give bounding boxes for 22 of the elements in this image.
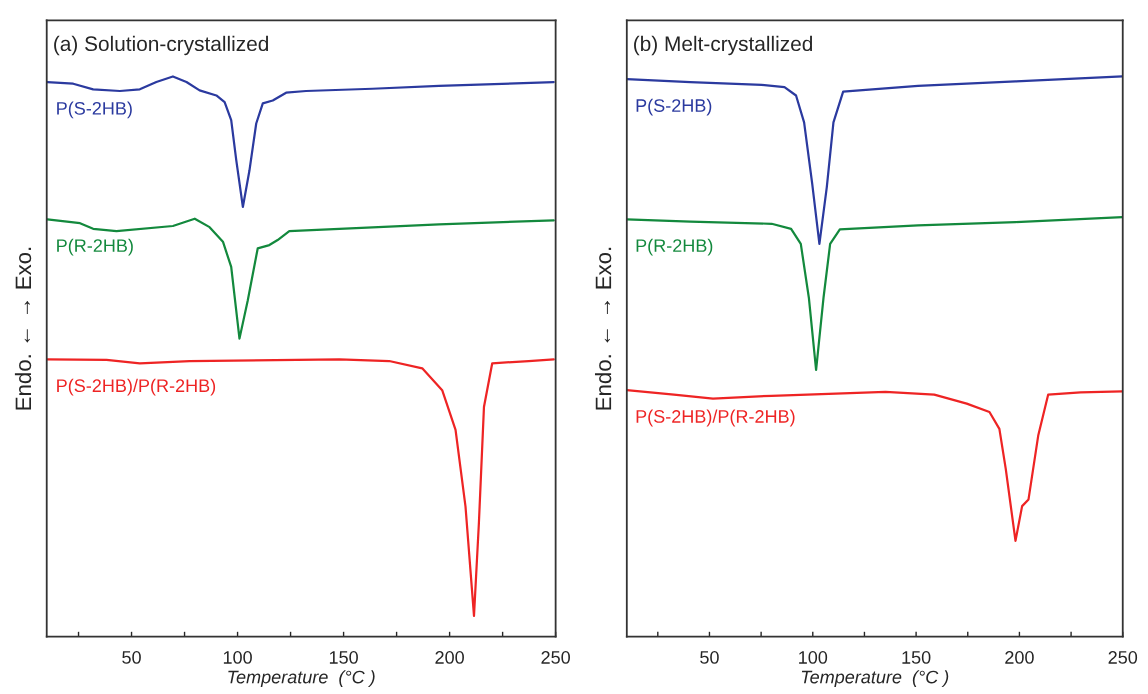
- series-label: P(R-2HB): [636, 238, 713, 256]
- series-label: P(S-2HB)/P(R-2HB): [57, 378, 216, 396]
- x-tick-label: 150: [329, 651, 358, 664]
- y-axis-title: Endo. ← → Exo.: [594, 247, 612, 410]
- x-axis-title: Temperature (°C ): [228, 670, 375, 687]
- x-tick-label: 50: [700, 651, 719, 664]
- x-tick-label: 100: [799, 651, 828, 664]
- x-tick-label: 200: [1005, 651, 1034, 664]
- x-tick-label: 150: [902, 651, 931, 664]
- y-axis-title: Endo. ← → Exo.: [14, 247, 32, 410]
- x-tick-label: 100: [223, 651, 252, 664]
- series-label: P(S-2HB)/P(R-2HB): [636, 409, 795, 427]
- series-label: P(R-2HB): [57, 238, 133, 256]
- x-tick-label: 250: [1108, 651, 1138, 664]
- x-tick-label: 200: [435, 651, 464, 664]
- chart-title: (b) Melt-crystallized: [634, 35, 812, 56]
- series-label: P(S-2HB): [636, 98, 712, 116]
- chart-title: (a) Solution-crystallized: [54, 35, 268, 56]
- x-tick-label: 50: [122, 651, 141, 664]
- x-axis-title: Temperature (°C ): [801, 670, 949, 687]
- series-label: P(S-2HB): [57, 101, 132, 119]
- x-tick-label: 250: [541, 651, 570, 664]
